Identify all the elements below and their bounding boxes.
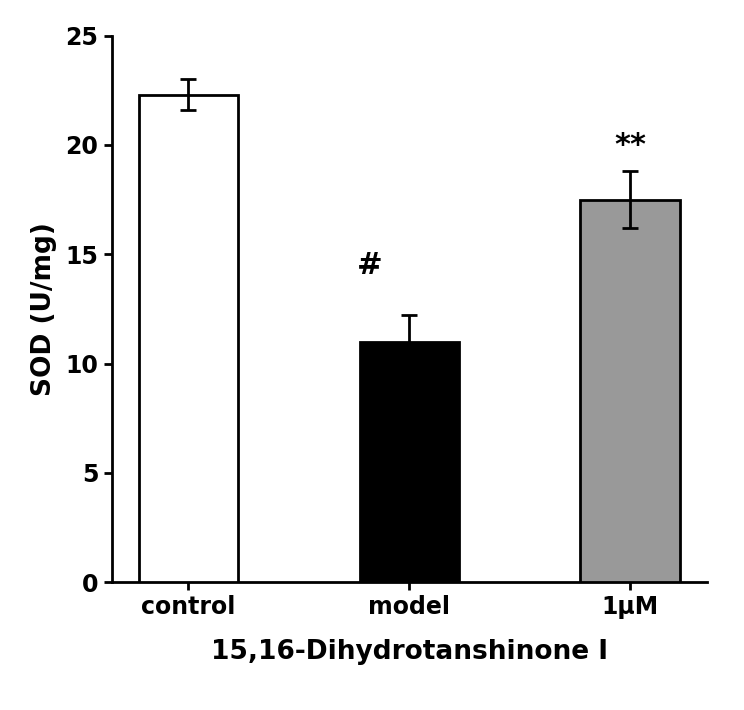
Text: **: ** <box>614 131 646 160</box>
Y-axis label: SOD (U/mg): SOD (U/mg) <box>31 222 57 395</box>
Text: #: # <box>356 251 382 280</box>
Bar <box>138 94 238 582</box>
Bar <box>580 200 680 582</box>
X-axis label: 15,16-Dihydrotanshinone I: 15,16-Dihydrotanshinone I <box>211 639 608 665</box>
Bar <box>359 342 459 582</box>
